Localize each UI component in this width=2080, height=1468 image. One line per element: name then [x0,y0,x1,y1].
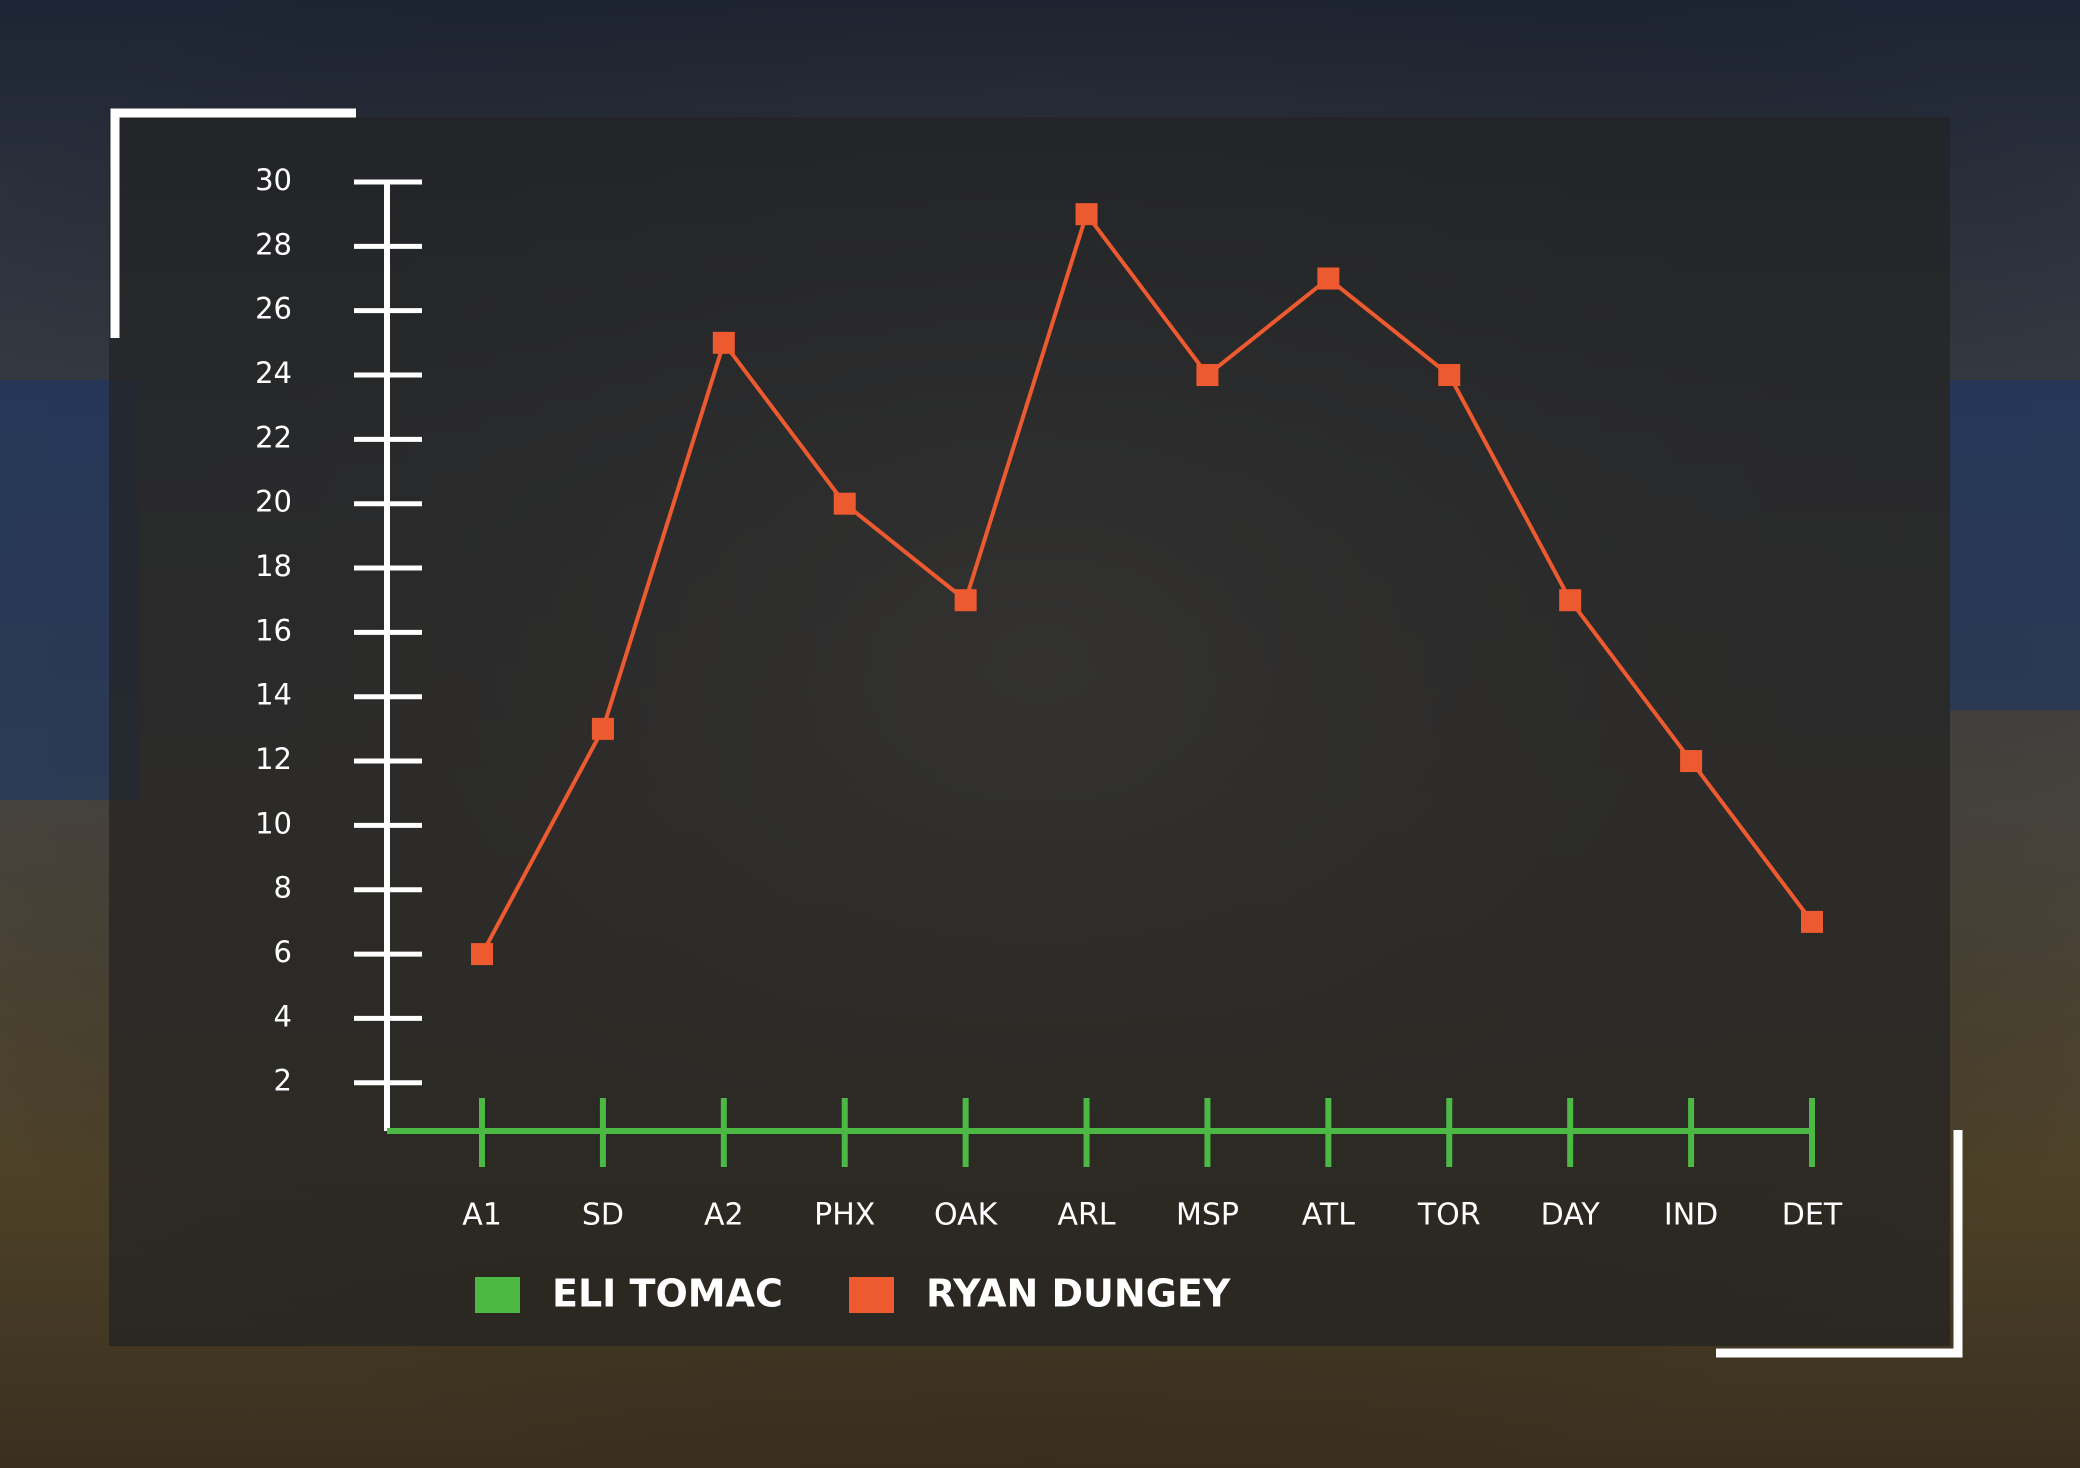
data-point [833,492,856,515]
y-tick-label: 30 [255,163,292,197]
data-point [1559,589,1582,612]
x-tick-label: TOR [1417,1198,1481,1233]
y-tick-label: 2 [274,1064,292,1098]
data-point [954,589,977,612]
y-tick-label: 16 [255,613,292,647]
y-tick-label: 12 [255,742,292,776]
y-tick-label: 6 [274,935,292,969]
legend-label: RYAN DUNGEY [926,1272,1231,1316]
corner-bracket [1716,1130,1963,1358]
data-point [1801,910,1823,933]
data-point [1680,750,1703,773]
y-tick-label: 22 [255,420,292,454]
stands-right [1950,380,2080,710]
legend-swatch [849,1277,894,1313]
data-point [1438,364,1461,387]
legend-label: ELI TOMAC [552,1272,783,1316]
data-point [591,717,614,740]
y-tick-label: 4 [274,999,292,1033]
legend-swatch [475,1277,520,1313]
series-line [480,209,1814,956]
data-point [1075,203,1098,226]
data-point [471,943,493,966]
x-tick-label: SD [582,1198,624,1233]
x-tick-label: MSP [1176,1198,1239,1233]
x-tick-label: DAY [1541,1198,1601,1233]
y-tick-label: 20 [255,485,292,519]
x-tick-label: ATL [1302,1198,1356,1233]
y-tick-label: 8 [274,871,292,905]
legend: ELI TOMAC RYAN DUNGEY [475,1272,1231,1316]
x-tick-label: DET [1782,1198,1843,1233]
corner-bracket [110,108,356,338]
y-tick-label: 10 [255,806,292,840]
y-tick-label: 14 [255,678,292,712]
y-tick-label: 18 [255,549,292,583]
data-point [1317,267,1340,290]
x-tick-label: A2 [704,1198,744,1233]
x-tick-label: A1 [462,1198,502,1233]
x-tick-label: IND [1664,1198,1718,1233]
x-tick-label: ARL [1057,1198,1115,1233]
y-tick-label: 26 [255,292,292,326]
x-tick-label: PHX [814,1198,875,1233]
y-tick-label: 28 [255,227,292,261]
overlay-panel [109,117,1950,1346]
x-tick-label: OAK [934,1198,999,1233]
y-tick-label: 24 [255,356,292,390]
data-point [1196,364,1219,387]
data-point [712,331,735,354]
